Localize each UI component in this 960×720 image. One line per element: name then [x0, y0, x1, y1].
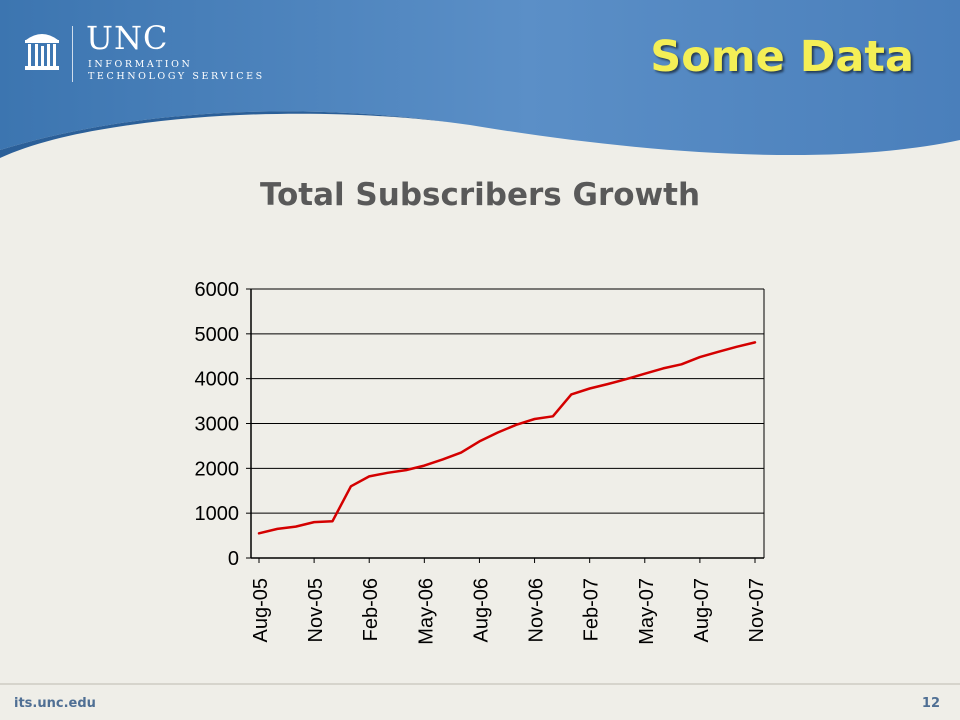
- x-tick-label: May-06: [415, 578, 437, 645]
- x-tick-label: Nov-07: [746, 578, 768, 642]
- old-well-logo-icon: [25, 34, 59, 70]
- y-tick-label: 1000: [195, 503, 240, 525]
- y-tick-label: 2000: [195, 458, 240, 480]
- page-number: 12: [921, 696, 940, 711]
- x-tick-label: Aug-05: [250, 578, 272, 643]
- x-tick-label: Nov-05: [305, 578, 327, 642]
- x-tick-label: May-07: [636, 578, 658, 645]
- logo-subtitle-line2: TECHNOLOGY SERVICES: [88, 71, 265, 82]
- footer-site[interactable]: its.unc.edu: [14, 696, 96, 711]
- x-tick-label: Feb-06: [360, 578, 382, 641]
- x-tick-label: Aug-07: [691, 578, 713, 643]
- logo-divider: [72, 26, 73, 82]
- chart-title: Total Subscribers Growth: [259, 177, 701, 213]
- y-tick-label: 6000: [195, 279, 240, 301]
- logo-text: UNC: [86, 19, 169, 57]
- x-tick-label: Feb-07: [581, 578, 603, 641]
- logo-subtitle-line1: INFORMATION: [88, 59, 193, 70]
- y-tick-label: 4000: [195, 369, 240, 391]
- x-tick-label: Aug-06: [470, 578, 492, 643]
- x-tick-label: Nov-06: [526, 578, 548, 642]
- footer-divider: [0, 683, 960, 685]
- series-line: [257, 341, 757, 535]
- y-tick-label: 3000: [195, 414, 240, 436]
- slide-title: Some Data: [650, 32, 914, 82]
- y-tick-label: 5000: [195, 324, 240, 346]
- y-tick-label: 0: [228, 548, 239, 570]
